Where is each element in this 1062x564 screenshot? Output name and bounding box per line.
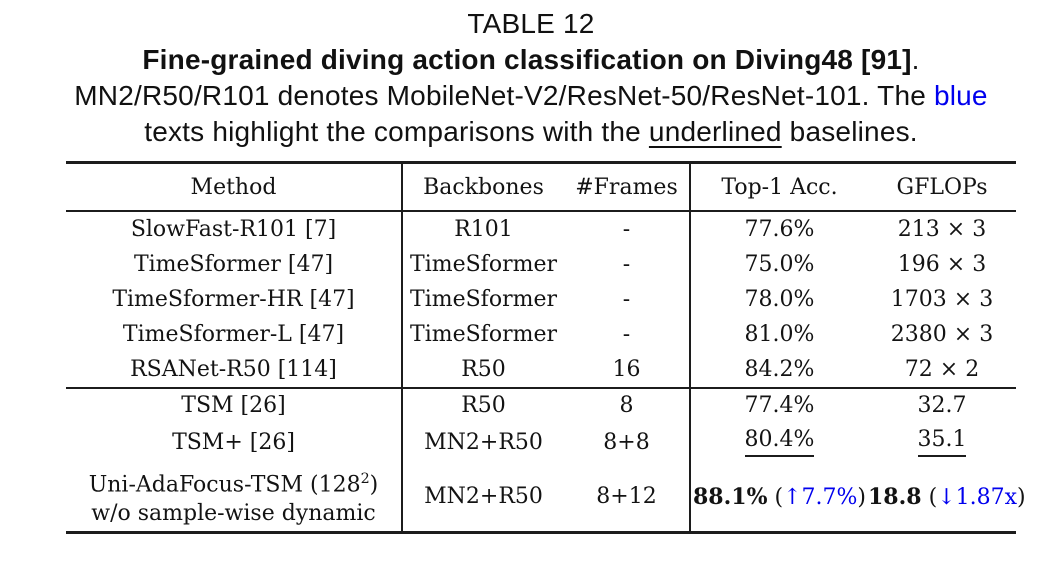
method-cell: TimeSformer-HR [47]: [66, 282, 403, 317]
backbone-cell: R50: [461, 393, 506, 418]
header-top1: Top-1 Acc.: [690, 162, 868, 212]
results-table: Method Backbones #Frames Top-1 Acc. GFLO…: [66, 161, 1026, 534]
frames-cell: -: [564, 317, 691, 352]
header-row: Method Backbones #Frames Top-1 Acc. GFLO…: [66, 162, 1016, 212]
header-gflops: GFLOPs: [868, 162, 1016, 212]
gflops-cell: 32.7: [917, 393, 967, 418]
frames-cell: 8: [564, 388, 691, 422]
method-line1: Uni-AdaFocus-TSM (128: [88, 472, 361, 498]
top1-cell: 78.0%: [744, 287, 815, 312]
caption-line4: texts highlight the comparisons with the…: [0, 114, 1062, 150]
top1-cell: 77.6%: [744, 217, 815, 242]
table-row: TSM+ [26] MN2+R50 8+8 80.4% 35.1: [66, 422, 1016, 462]
method-cell: TimeSformer-L [47]: [66, 317, 403, 352]
caption-subtitle: Fine-grained diving action classificatio…: [0, 42, 1062, 78]
top1-delta-up: ↑7.7%: [783, 484, 858, 510]
method-cell: TSM [26]: [66, 388, 403, 422]
gflops-cell: 1703 × 3: [890, 287, 994, 312]
table-row: TimeSformer-L [47] TimeSformer - 81.0% 2…: [66, 317, 1016, 352]
frames-cell: 16: [564, 352, 691, 389]
caption-subtitle-bold: Fine-grained diving action classificatio…: [142, 44, 912, 75]
top1-cell-highlight: 88.1% (↑7.7%): [690, 462, 868, 533]
caption-line4-prefix: texts highlight the comparisons with the: [144, 116, 649, 147]
frames-cell: -: [564, 211, 691, 247]
table-row: Uni-AdaFocus-TSM (1282) w/o sample-wise …: [66, 462, 1026, 533]
caption-line3-text: MN2/R50/R101 denotes MobileNet-V2/ResNet…: [74, 80, 934, 111]
gflops-paren-open: (: [928, 484, 938, 510]
gflops-cell: 213 × 3: [897, 217, 987, 242]
method-line1-close: ): [369, 472, 379, 498]
gflops-cell: 2380 × 3: [890, 322, 994, 347]
top1-cell-underlined: 80.4%: [690, 422, 868, 462]
method-cell: TimeSformer [47]: [66, 247, 403, 282]
gflops-cell-underlined: 35.1: [868, 422, 1016, 462]
caption-blue-word: blue: [933, 80, 988, 111]
top1-value: 88.1%: [692, 483, 768, 510]
backbone-cell: MN2+R50: [424, 429, 543, 455]
backbone-cell: R50: [402, 352, 564, 389]
top1-paren-open: (: [774, 484, 784, 510]
caption-underlined-word: underlined: [648, 116, 782, 147]
table-row: RSANet-R50 [114] R50 16 84.2% 72 × 2: [66, 352, 1016, 389]
gflops-cell: 72 × 2: [868, 352, 1016, 389]
backbone-cell: MN2+R50: [424, 484, 543, 509]
top1-cell: 81.0%: [744, 322, 815, 347]
top1-cell: 75.0%: [744, 252, 815, 277]
backbone-cell: TimeSformer: [410, 287, 557, 312]
underlined-baseline-gflops: 35.1: [917, 428, 967, 457]
method-cell: Uni-AdaFocus-TSM (1282) w/o sample-wise …: [66, 462, 403, 533]
underlined-baseline-acc: 80.4%: [744, 428, 815, 457]
caption-line4-suffix: baselines.: [781, 116, 918, 147]
backbone-cell: TimeSformer: [410, 322, 557, 347]
table-row: TimeSformer-HR [47] TimeSformer - 78.0% …: [66, 282, 1016, 317]
table-row: TSM [26] R50 8 77.4% 32.7: [66, 388, 1016, 422]
backbone-cell: TimeSformer: [410, 252, 557, 277]
backbone-cell: R101: [454, 217, 513, 242]
gflops-value: 18.8: [868, 483, 922, 510]
frames-cell: 8+8: [564, 422, 691, 462]
method-cell: TSM+ [26]: [66, 422, 403, 462]
frames-cell: -: [564, 282, 691, 317]
caption-line3: MN2/R50/R101 denotes MobileNet-V2/ResNet…: [0, 78, 1062, 114]
header-method: Method: [66, 162, 403, 212]
header-backbones: Backbones: [402, 162, 564, 212]
caption-title: TABLE 12: [467, 8, 595, 39]
header-frames: #Frames: [564, 162, 691, 212]
method-line2: w/o sample-wise dynamic: [91, 500, 376, 526]
gflops-cell: 196 × 3: [897, 252, 987, 277]
gflops-delta-down: ↓1.87x: [937, 484, 1018, 510]
method-cell: SlowFast-R101 [7]: [66, 211, 403, 247]
gflops-cell-highlight: 18.8 (↓1.87x): [868, 462, 1026, 533]
table-row: SlowFast-R101 [7] R101 - 77.6% 213 × 3: [66, 211, 1016, 247]
method-superscript: 2: [360, 471, 370, 488]
top1-paren-close: ): [857, 484, 866, 510]
top1-cell: 77.4%: [744, 393, 815, 418]
gflops-paren-close: ): [1017, 484, 1026, 510]
frames-cell: 8+12: [564, 462, 691, 533]
table-row: TimeSformer [47] TimeSformer - 75.0% 196…: [66, 247, 1016, 282]
top1-cell: 84.2%: [690, 352, 868, 389]
frames-cell: -: [564, 247, 691, 282]
caption-subtitle-period: .: [911, 44, 920, 75]
table-caption: TABLE 12 Fine-grained diving action clas…: [0, 0, 1062, 150]
method-cell: RSANet-R50 [114]: [66, 352, 403, 389]
